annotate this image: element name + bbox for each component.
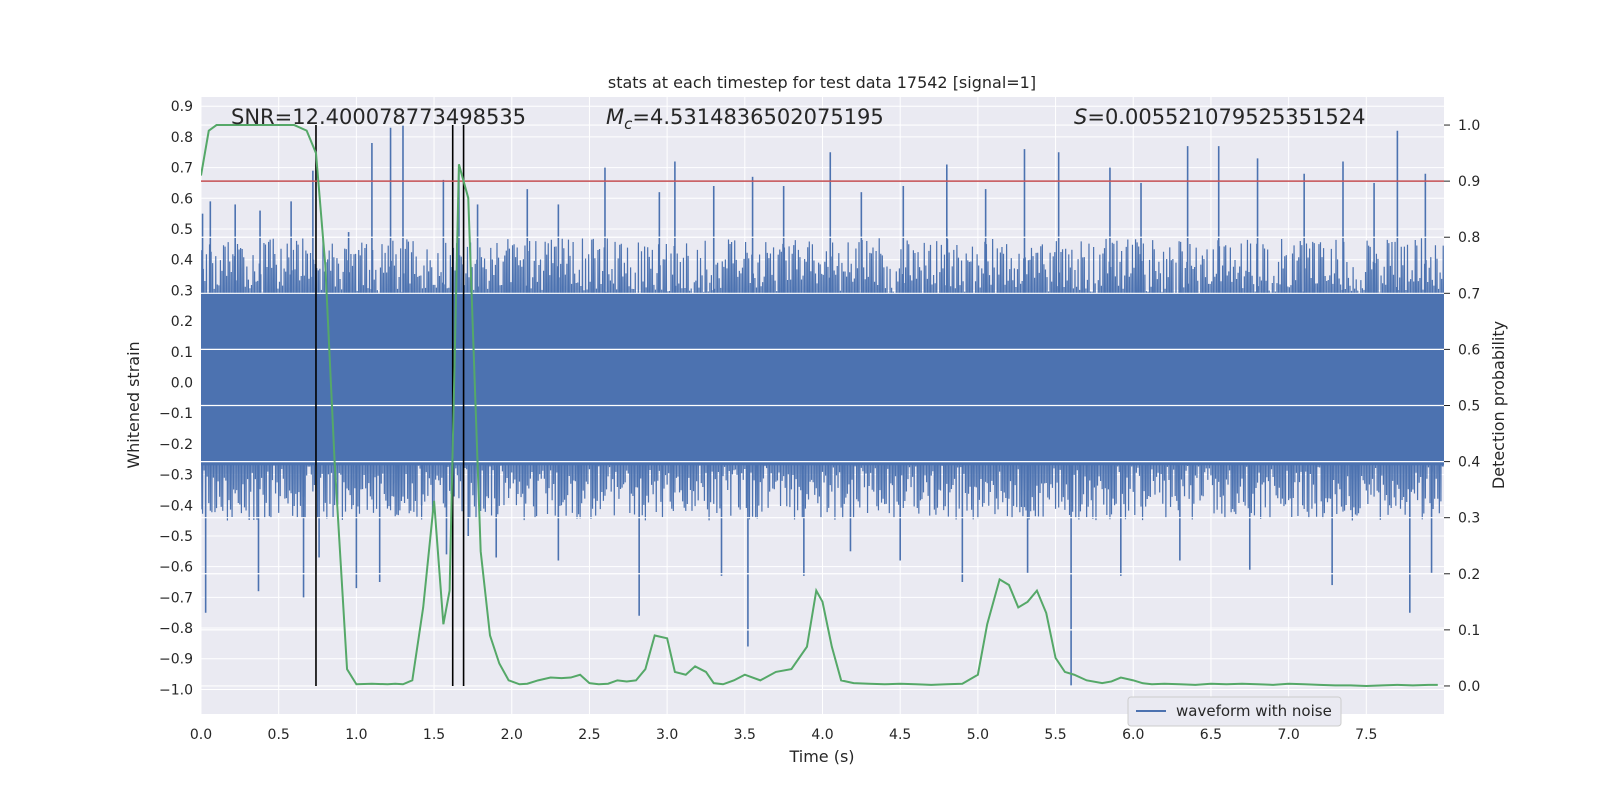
y-tick-label: −0.3 <box>159 468 193 484</box>
detection-probability-series <box>201 124 1444 687</box>
y-tick-label: −0.2 <box>159 437 193 453</box>
y-tick-label: −0.7 <box>159 590 193 606</box>
y-tick-label: −1.0 <box>159 682 193 698</box>
y-tick-label: 0.4 <box>171 253 193 269</box>
detection-probability-line <box>201 124 1438 687</box>
snr-annotation: SNR=12.400078773498535 <box>231 105 526 129</box>
waveform-dense-band <box>201 293 1444 466</box>
y-tick-label: 0.6 <box>171 191 193 207</box>
legend: waveform with noise <box>1127 696 1342 727</box>
right-axis-grid-lines <box>201 124 1444 687</box>
chart-title: stats at each timestep for test data 175… <box>608 73 1036 92</box>
y-tick-label: 0.2 <box>171 314 193 330</box>
x-tick-label: 0.0 <box>190 727 212 743</box>
x-tick-label: 3.0 <box>656 727 678 743</box>
x-tick-label: 5.5 <box>1044 727 1066 743</box>
y-tick-label: 0.5 <box>171 222 193 238</box>
x-tick-label: 6.0 <box>1122 727 1144 743</box>
y-tick-label: 0.9 <box>171 99 193 115</box>
chirp-mass-annotation: Mc=4.5314836502075195 <box>606 105 884 133</box>
x-tick-label: 3.5 <box>734 727 756 743</box>
y-right-tick-label: 0.8 <box>1458 230 1480 246</box>
legend-box <box>1127 696 1342 727</box>
x-tick-label: 7.5 <box>1355 727 1377 743</box>
y-tick-label: −0.5 <box>159 529 193 545</box>
y-right-tick-label: 0.3 <box>1458 511 1480 527</box>
s-value: =0.005521079525351524 <box>1087 105 1365 129</box>
s-annotation: S=0.005521079525351524 <box>1074 105 1365 129</box>
x-tick-label: 6.5 <box>1200 727 1222 743</box>
y-right-tick-label: 0.1 <box>1458 623 1480 639</box>
axis-ticks: 0.9 0.8 0.7 0.6 0.5 0.4 0.3 0.2 0.1 0.0 −0.1 −0.2 −0… <box>159 99 1480 743</box>
y-right-tick-label: 0.9 <box>1458 174 1480 190</box>
legend-label-waveform: waveform with noise <box>1176 702 1332 720</box>
y-right-tick-label: 0.6 <box>1458 342 1480 358</box>
y-axis-label: Whitened strain <box>124 341 143 468</box>
y-axis-right-label: Detection probability <box>1489 321 1508 489</box>
x-tick-label: 1.5 <box>423 727 445 743</box>
x-tick-label: 0.5 <box>268 727 290 743</box>
y-tick-label: −0.6 <box>159 560 193 576</box>
x-tick-label: 4.0 <box>811 727 833 743</box>
y-tick-label: 0.7 <box>171 161 193 177</box>
y-tick-label: −0.1 <box>159 406 193 422</box>
y-tick-label: −0.9 <box>159 652 193 668</box>
y-right-tick-label: 1.0 <box>1458 118 1480 134</box>
waveform-with-noise-series <box>201 124 1444 687</box>
chirp-mass-symbol: M <box>606 105 624 129</box>
y-right-tick-label: 0.0 <box>1458 679 1480 695</box>
x-tick-label: 5.0 <box>967 727 989 743</box>
s-symbol: S <box>1074 105 1087 129</box>
y-right-tick-label: 0.7 <box>1458 286 1480 302</box>
chirp-mass-subscript: c <box>624 115 633 133</box>
y-tick-label: 0.3 <box>171 283 193 299</box>
x-tick-label: 7.0 <box>1277 727 1299 743</box>
y-tick-label: −0.4 <box>159 498 193 514</box>
chirp-mass-value: =4.5314836502075195 <box>632 105 883 129</box>
x-tick-label: 1.0 <box>345 727 367 743</box>
x-axis-label: Time (s) <box>788 747 854 766</box>
y-right-tick-label: 0.5 <box>1458 399 1480 415</box>
x-tick-label: 4.5 <box>889 727 911 743</box>
y-tick-label: 0.8 <box>171 130 193 146</box>
y-right-tick-label: 0.2 <box>1458 567 1480 583</box>
y-right-tick-label: 0.4 <box>1458 455 1480 471</box>
y-tick-label: 0.1 <box>171 345 193 361</box>
y-tick-label: 0.0 <box>171 375 193 391</box>
x-tick-label: 2.5 <box>578 727 600 743</box>
y-tick-label: −0.8 <box>159 621 193 637</box>
x-tick-label: 2.0 <box>501 727 523 743</box>
